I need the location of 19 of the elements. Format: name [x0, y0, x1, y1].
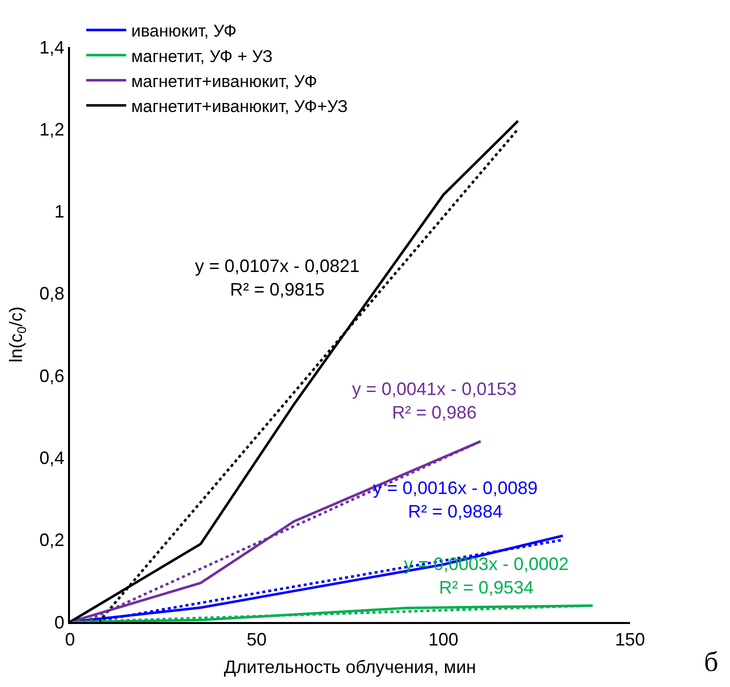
- legend-label: иванюкит, УФ: [131, 22, 237, 41]
- annotation: y = 0,0041x - 0,0153 R² = 0,986: [352, 379, 517, 422]
- y-tick-label: 0: [54, 612, 64, 632]
- y-tick-label: 0,4: [39, 448, 64, 468]
- x-tick-label: 100: [428, 630, 458, 650]
- x-axis-title: Длительность облучения, мин: [224, 657, 476, 678]
- y-tick-label: 0,2: [39, 530, 64, 550]
- legend-label: магнетит+иванюкит, УФ: [131, 72, 318, 91]
- y-tick-label: 0,8: [39, 284, 64, 304]
- legend-label: магнетит, УФ + УЗ: [131, 46, 273, 66]
- y-tick-label: 1,2: [39, 119, 64, 140]
- y-tick-label: 1: [54, 202, 64, 222]
- y-tick-label: 1,4: [39, 37, 64, 58]
- text: б: [704, 647, 718, 678]
- x-tick-label: 150: [614, 630, 646, 650]
- annotation: y = 0,0107x - 0,0821 R² = 0,9815: [195, 256, 360, 300]
- legend-label: магнетит+иванюкит, УФ+УЗ: [131, 96, 348, 116]
- y-tick-label: 0,6: [39, 366, 64, 386]
- x-tick-label: 50: [246, 630, 267, 650]
